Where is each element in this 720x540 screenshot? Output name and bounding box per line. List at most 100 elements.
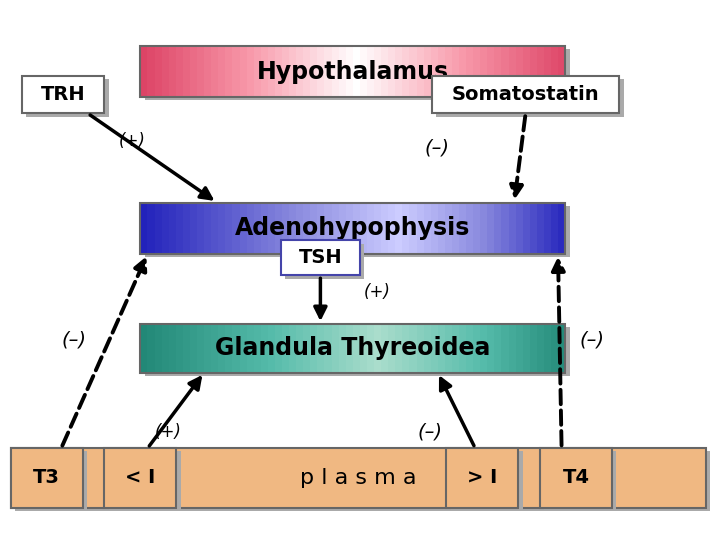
Bar (395, 324, 403, 373)
Bar (353, 202, 361, 254)
Bar (516, 202, 523, 254)
Bar (540, 448, 612, 508)
Text: TSH: TSH (299, 248, 342, 267)
Bar (367, 46, 375, 97)
Bar (318, 324, 325, 373)
Bar (338, 46, 346, 97)
Text: < I: < I (125, 468, 156, 488)
Bar (558, 202, 566, 254)
Bar (374, 46, 382, 97)
Bar (331, 324, 339, 373)
Bar (162, 202, 169, 254)
Bar (162, 46, 169, 97)
Bar (261, 46, 269, 97)
Bar (516, 324, 523, 373)
Bar (289, 202, 297, 254)
Bar (402, 46, 410, 97)
Bar (253, 202, 261, 254)
Bar (495, 324, 503, 373)
Bar (303, 324, 311, 373)
Bar (423, 46, 431, 97)
Bar (346, 324, 354, 373)
Bar (268, 324, 276, 373)
Bar (204, 202, 212, 254)
Bar (296, 324, 304, 373)
Bar (282, 202, 289, 254)
Bar (140, 324, 565, 373)
Bar (275, 202, 283, 254)
Text: T3: T3 (33, 468, 60, 488)
Bar (145, 49, 570, 100)
Bar (211, 324, 219, 373)
Bar (168, 46, 176, 97)
Bar (240, 202, 248, 254)
Bar (145, 206, 570, 257)
Bar (303, 46, 311, 97)
Text: (+): (+) (364, 283, 390, 301)
Bar (190, 46, 198, 97)
Bar (140, 46, 565, 97)
Bar (431, 324, 438, 373)
Bar (466, 202, 474, 254)
Bar (551, 202, 559, 254)
Bar (381, 324, 389, 373)
Bar (452, 202, 459, 254)
Bar (445, 202, 453, 254)
Bar (523, 324, 531, 373)
Bar (459, 202, 467, 254)
Bar (331, 46, 339, 97)
Bar (432, 76, 619, 113)
Bar (275, 46, 283, 97)
Bar (374, 202, 382, 254)
Bar (253, 324, 261, 373)
Bar (282, 324, 289, 373)
Bar (438, 324, 446, 373)
Bar (388, 324, 396, 373)
Bar (395, 46, 403, 97)
Bar (338, 202, 346, 254)
Bar (466, 324, 474, 373)
Bar (487, 324, 495, 373)
Bar (480, 324, 488, 373)
Text: T4: T4 (562, 468, 590, 488)
Bar (140, 46, 148, 97)
Bar (155, 46, 163, 97)
Bar (261, 202, 269, 254)
Text: TRH: TRH (41, 85, 85, 104)
Bar (310, 46, 318, 97)
Bar (310, 202, 318, 254)
Bar (537, 324, 545, 373)
Bar (508, 202, 516, 254)
Bar (15, 451, 710, 511)
Bar (495, 202, 503, 254)
Bar (246, 324, 254, 373)
Bar (26, 79, 109, 117)
Bar (431, 202, 438, 254)
Bar (325, 46, 333, 97)
Bar (508, 324, 516, 373)
Bar (544, 202, 552, 254)
Bar (310, 324, 318, 373)
Text: Glandula Thyreoidea: Glandula Thyreoidea (215, 336, 490, 360)
Bar (445, 46, 453, 97)
Bar (225, 46, 233, 97)
Text: (–): (–) (418, 422, 443, 441)
Text: Somatostatin: Somatostatin (451, 85, 600, 104)
Bar (148, 46, 156, 97)
Bar (410, 46, 418, 97)
Bar (289, 46, 297, 97)
Bar (233, 324, 240, 373)
Bar (402, 202, 410, 254)
Text: (–): (–) (61, 330, 86, 349)
Bar (225, 324, 233, 373)
Bar (446, 448, 518, 508)
Bar (438, 202, 446, 254)
Bar (410, 324, 418, 373)
Bar (183, 46, 191, 97)
Bar (240, 324, 248, 373)
Bar (353, 46, 361, 97)
Bar (473, 202, 481, 254)
Text: (–): (–) (580, 330, 605, 349)
Bar (183, 324, 191, 373)
Bar (240, 46, 248, 97)
